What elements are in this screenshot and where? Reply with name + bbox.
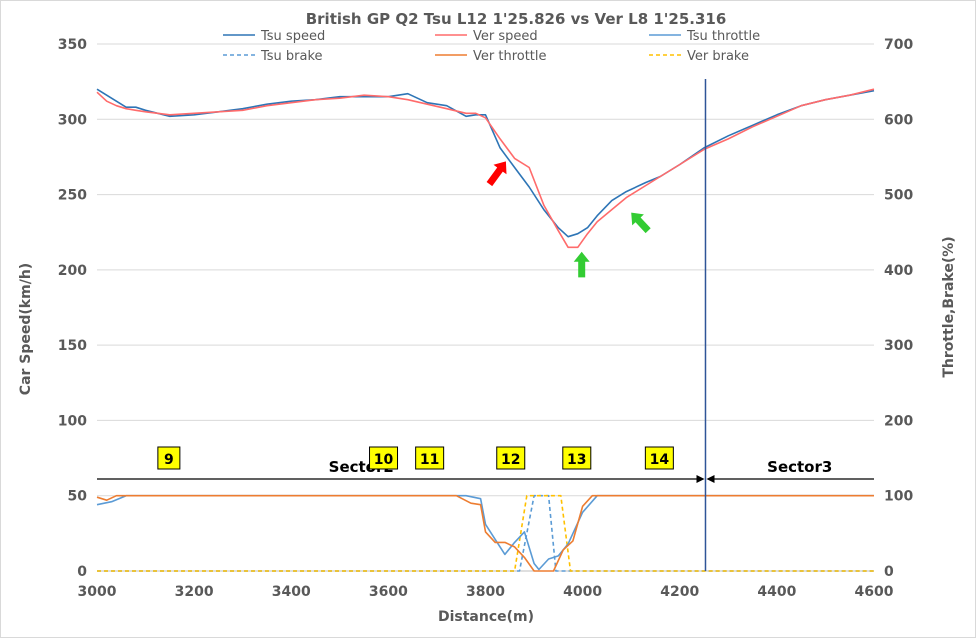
y2-tick-label: 0 [884, 564, 894, 580]
y2-tick-label: 400 [884, 263, 913, 279]
legend-entry: Ver speed [473, 29, 538, 44]
corner-box [562, 446, 592, 470]
corner-label: 11 [420, 452, 439, 468]
corner-label: 14 [650, 452, 670, 468]
corner-box [496, 446, 526, 470]
x-tick-label: 3600 [369, 584, 408, 600]
x-tick-label: 3400 [272, 584, 311, 600]
y2-axis-label: Throttle,Brake(%) [941, 236, 957, 377]
y-tick-label: 250 [58, 188, 87, 204]
x-tick-label: 4000 [563, 584, 602, 600]
legend: Tsu speed Ver speed Tsu throttle Tsu brake V… [101, 29, 874, 64]
legend-entry: Ver throttle [473, 49, 547, 64]
corner-box [415, 446, 445, 470]
series-line-ver-brake [97, 494, 874, 572]
x-axis-label: Distance(m) [438, 609, 534, 625]
legend-entry: Tsu speed [260, 29, 325, 44]
x-tick-label: 4600 [855, 584, 894, 600]
series-line-tsu-speed [96, 88, 875, 238]
legend-entry: Tsu brake [260, 49, 323, 64]
x-tick-label: 4200 [660, 584, 699, 600]
chart-title: British GP Q2 Tsu L12 1'25.826 vs Ver L8… [306, 10, 727, 28]
y2-tick-label: 300 [884, 338, 913, 354]
x-tick-label: 3000 [78, 584, 117, 600]
y-axis-left: 0 50 100 150 200 250 300 350 [58, 37, 87, 580]
corner-label: 9 [164, 452, 174, 468]
legend-entry: Tsu throttle [686, 29, 760, 44]
corner-box [369, 446, 399, 470]
y-tick-label: 300 [58, 112, 87, 128]
series-line-tsu-brake [97, 494, 874, 572]
y-tick-label: 350 [58, 37, 87, 53]
y2-tick-label: 600 [884, 112, 913, 128]
series-line-ver-speed [96, 88, 875, 249]
corner-label: 13 [567, 452, 586, 468]
x-tick-label: 3200 [175, 584, 214, 600]
annotation-arrow [573, 251, 590, 278]
y-tick-label: 50 [68, 489, 88, 505]
sector3-arrowhead [706, 475, 715, 483]
y2-tick-label: 100 [884, 489, 913, 505]
series-line-ver-throttle [96, 494, 874, 572]
corner-box [157, 446, 181, 470]
annotation-arrow [631, 212, 651, 234]
y-tick-label: 150 [58, 338, 87, 354]
y-axis-right: 0 100 200 300 400 500 600 700 [884, 37, 913, 580]
series-layer [96, 88, 875, 572]
y2-tick-label: 500 [884, 188, 913, 204]
y2-tick-label: 700 [884, 37, 913, 53]
x-axis: 3000 3200 3400 3600 3800 4000 4200 4400 4600 [78, 570, 894, 600]
y-tick-label: 0 [77, 564, 87, 580]
corner-box [644, 446, 674, 470]
y-tick-label: 100 [58, 413, 87, 429]
legend-entry: Ver brake [687, 49, 749, 64]
corner-label: 10 [374, 452, 394, 468]
y2-tick-label: 200 [884, 413, 913, 429]
corner-label: 12 [501, 452, 520, 468]
annotation-arrow [486, 161, 507, 187]
y-tick-label: 200 [58, 263, 87, 279]
sector-label: Sector3 [767, 458, 832, 476]
sector2-arrowhead [696, 475, 705, 483]
x-tick-label: 4400 [757, 584, 796, 600]
y-axis-label: Car Speed(km/h) [18, 263, 34, 395]
x-tick-label: 3800 [466, 584, 505, 600]
